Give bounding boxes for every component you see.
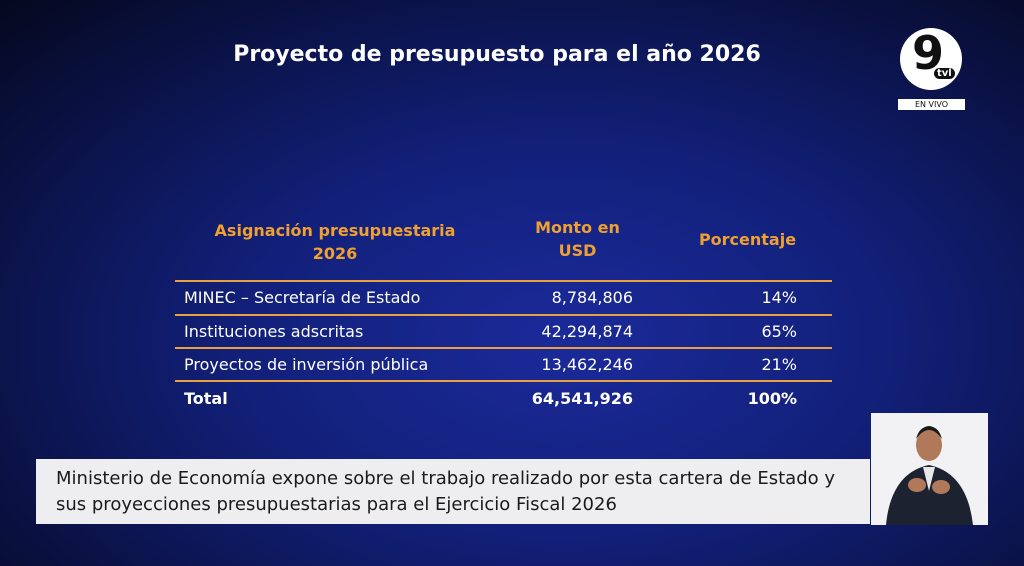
column-header: Monto en USD [535,218,620,260]
caption-bar: Ministerio de Economía expone sobre el t… [36,459,870,524]
column-header: Porcentaje [698,230,797,249]
percentage: 65% [761,322,797,341]
percentage: 21% [761,355,797,374]
row-line [175,347,832,349]
amount: 42,294,874 [541,322,633,341]
caption: Ministerio de Economía expone sobre el t… [56,468,836,515]
percentage: 14% [761,288,797,307]
row-label: MINEC – Secretaría de Estado [184,288,421,307]
amount: 8,784,806 [551,288,633,307]
column-header: Asignación presupuestaria 2026 [214,221,456,263]
row-line [175,314,832,316]
row-label: Instituciones adscritas [184,322,364,341]
interpreter-video [871,413,988,525]
logo-brand: tvl [934,68,955,79]
row-label: Total [184,389,228,408]
slide-title: Proyecto de presupuesto para el año 2026 [233,42,761,67]
row-line [175,380,832,382]
row-line [175,280,832,282]
amount: 64,541,926 [531,389,633,408]
percentage: 100% [747,389,797,408]
row-label: Proyectos de inversión pública [184,355,429,374]
amount: 13,462,246 [541,355,633,374]
live-badge: EN VIVO [898,99,965,110]
logo: 9 tvl [900,26,962,90]
interpreter [886,426,973,525]
